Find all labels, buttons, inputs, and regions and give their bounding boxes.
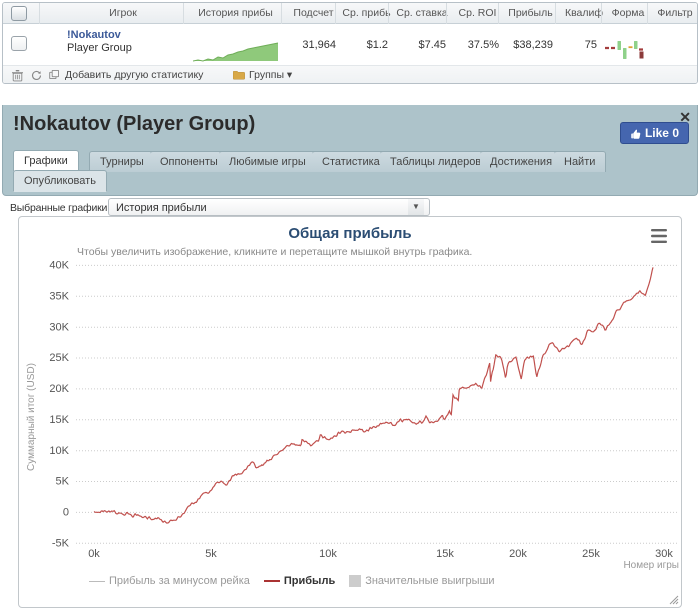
svg-text:10K: 10K xyxy=(49,445,69,457)
svg-text:35K: 35K xyxy=(49,290,69,302)
svg-text:15k: 15k xyxy=(436,548,454,560)
svg-text:20K: 20K xyxy=(49,383,69,395)
svg-text:10k: 10k xyxy=(319,548,337,560)
svg-text:40K: 40K xyxy=(49,260,69,272)
svg-text:Номер игры: Номер игры xyxy=(623,560,679,571)
svg-text:25K: 25K xyxy=(49,352,69,364)
svg-text:20k: 20k xyxy=(509,548,527,560)
svg-text:0k: 0k xyxy=(88,548,100,560)
svg-text:30k: 30k xyxy=(655,548,673,560)
svg-text:Суммарный итог (USD): Суммарный итог (USD) xyxy=(26,363,37,471)
svg-text:25k: 25k xyxy=(582,548,600,560)
svg-text:-5K: -5K xyxy=(52,537,70,549)
svg-text:0: 0 xyxy=(63,507,69,519)
svg-text:30K: 30K xyxy=(49,321,69,333)
svg-text:5K: 5K xyxy=(56,476,70,488)
svg-text:15K: 15K xyxy=(49,414,69,426)
svg-text:5k: 5k xyxy=(205,548,217,560)
